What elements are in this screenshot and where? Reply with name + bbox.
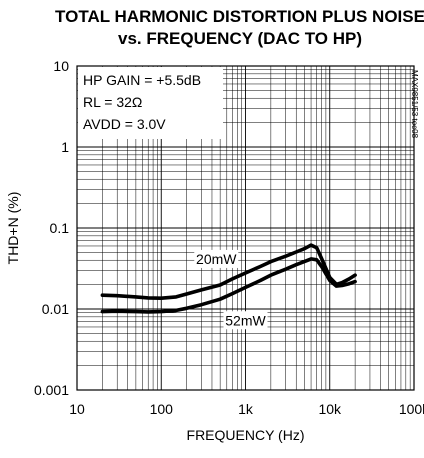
label-52mw-background	[223, 311, 268, 330]
part-number-label: MAX9851/53 toc08	[410, 70, 419, 139]
y-tick-labels: 10 1 0.1 0.01 0.001	[34, 58, 69, 398]
condition-hp-gain: HP GAIN = +5.5dB	[83, 72, 201, 88]
x-tick-label: 100	[150, 401, 174, 417]
x-tick-label: 10k	[318, 401, 342, 417]
x-tick-label: 1k	[238, 401, 254, 417]
y-tick-label: 0.01	[42, 301, 69, 317]
plot-frame	[76, 65, 415, 391]
x-tick-label: 10	[69, 401, 85, 417]
series-line-2	[100, 257, 357, 314]
y-tick-label: 10	[53, 58, 69, 74]
y-tick-label: 1	[61, 139, 69, 155]
series-layer	[100, 243, 357, 314]
label-20mw: 20mW	[196, 251, 237, 267]
chart-title-line-1: TOTAL HARMONIC DISTORTION PLUS NOISE	[55, 7, 424, 26]
condition-load-resistance: RL = 32Ω	[83, 94, 142, 110]
x-axis-label: FREQUENCY (Hz)	[187, 427, 305, 443]
x-tick-label: 100k	[399, 401, 424, 417]
chart-title-line-2: vs. FREQUENCY (DAC TO HP)	[118, 29, 362, 48]
x-tick-labels: 10 100 1k 10k 100k	[69, 401, 424, 417]
y-tick-label: 0.1	[50, 220, 70, 236]
label-52mw: 52mW	[225, 312, 266, 328]
series-line-1	[100, 243, 357, 300]
label-20mw-background	[194, 249, 239, 268]
condition-avdd: AVDD = 3.0V	[83, 116, 166, 132]
conditions-box	[78, 67, 223, 139]
y-tick-label: 0.001	[34, 382, 69, 398]
y-axis-label: THD+N (%)	[5, 192, 21, 265]
